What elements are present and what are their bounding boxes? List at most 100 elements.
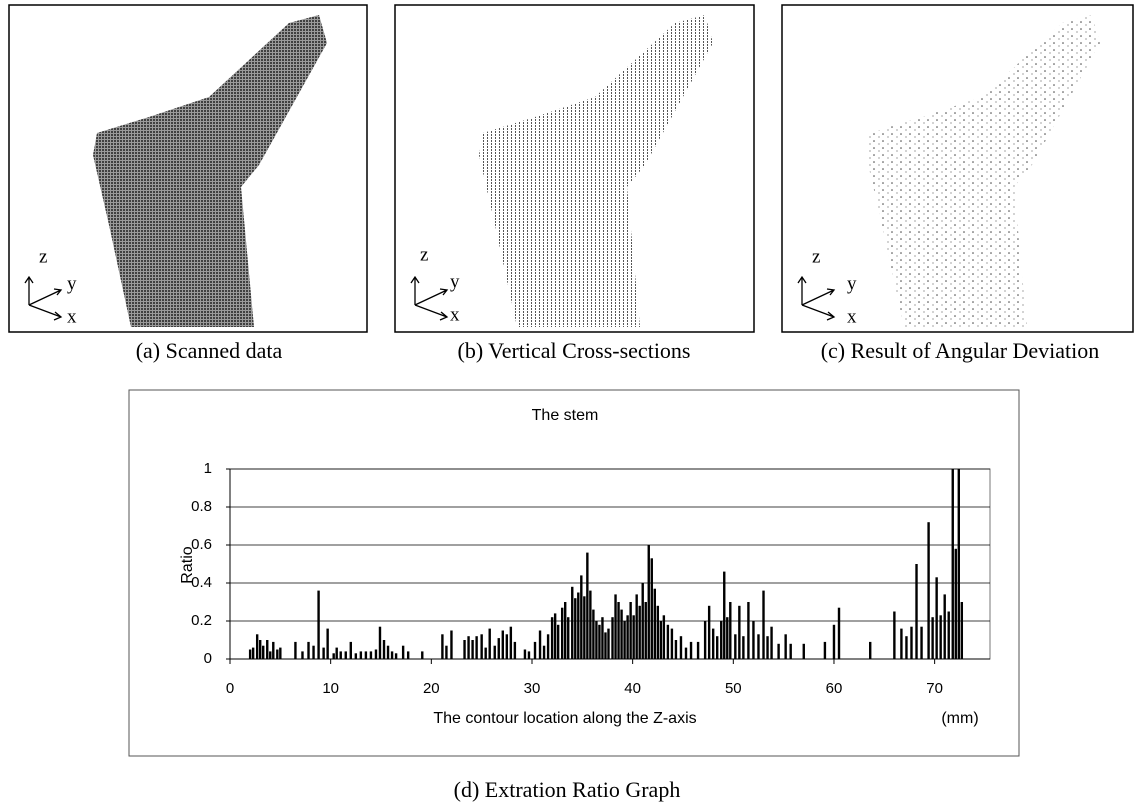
y-tick-label: 0.4 [191,574,212,591]
bar [326,629,328,659]
bar [345,651,347,659]
bar [607,629,609,659]
bar [249,650,251,660]
panel-c: z y x (c) Result of Angular Deviation [782,5,1133,363]
bar [557,625,559,659]
x-tick-label: 0 [226,680,234,697]
bar [567,617,569,659]
bar [421,651,423,659]
bar [601,617,603,659]
bar [498,638,500,659]
y-tick-label: 0 [204,650,212,667]
bar [712,629,714,659]
bar [262,646,264,659]
x-tick-label: 20 [423,680,440,697]
bar [317,591,319,659]
bar [893,612,895,660]
bar [467,636,469,659]
bar [450,631,452,660]
bar [534,642,536,659]
bar [738,606,740,659]
panel-caption: (b) Vertical Cross-sections [458,338,691,363]
bar [551,617,553,659]
bar [475,636,477,659]
chart-caption: (d) Extration Ratio Graph [454,777,681,802]
bar [595,621,597,659]
axis-letter: x [67,306,77,327]
bar [350,642,352,659]
x-tick-label: 70 [926,680,943,697]
x-tick-label: 40 [624,680,641,697]
bar [279,648,281,659]
y-tick-label: 0.8 [191,498,212,515]
bar [939,615,941,659]
bar [577,593,579,660]
bar [784,634,786,659]
panel-b: z y x (b) Vertical Cross-sections [395,5,754,363]
bar [729,602,731,659]
bar [259,640,261,659]
bar [322,648,324,659]
bar [663,615,665,659]
bar [539,631,541,660]
panel-caption: (c) Result of Angular Deviation [821,338,1100,363]
bar [604,632,606,659]
bar [269,651,271,659]
bar [580,575,582,659]
bar [355,653,357,659]
bar [623,621,625,659]
bar [629,602,631,659]
bar [667,625,669,659]
bar [635,594,637,659]
bar [312,646,314,659]
bar [642,583,644,659]
bar [494,646,496,659]
bar [626,615,628,659]
bar [958,469,960,659]
bar [931,617,933,659]
bar [484,648,486,659]
bar [657,606,659,659]
bar [944,594,946,659]
bar [770,627,772,659]
x-axis-unit: (mm) [941,710,978,727]
bar [617,602,619,659]
y-tick-label: 1 [204,460,212,477]
bar [586,553,588,659]
bar [789,644,791,659]
bar [869,642,871,659]
bar [332,653,334,659]
bar [905,636,907,659]
bar [365,651,367,659]
y-tick-label: 0.6 [191,536,212,553]
bar [256,634,258,659]
bar [307,642,309,659]
bar [927,522,929,659]
bar [651,558,653,659]
bar [340,651,342,659]
bar [838,608,840,659]
bar [955,549,957,659]
bar [742,636,744,659]
bar [528,651,530,659]
bar [506,634,508,659]
axis-letter: y [67,273,77,294]
bar [671,629,673,659]
bar [445,646,447,659]
bar [766,636,768,659]
bar [554,613,556,659]
bar [294,642,296,659]
bar [571,587,573,659]
bar [726,617,728,659]
bar [704,621,706,659]
bar [952,469,954,659]
axis-letter: z [420,244,428,265]
bar [480,634,482,659]
bar [395,653,397,659]
panel-caption: (a) Scanned data [136,338,283,363]
bar [252,648,254,659]
panel-a: z y x (a) Scanned data [9,5,367,363]
bar [514,642,516,659]
bar [589,591,591,659]
bar [574,598,576,659]
